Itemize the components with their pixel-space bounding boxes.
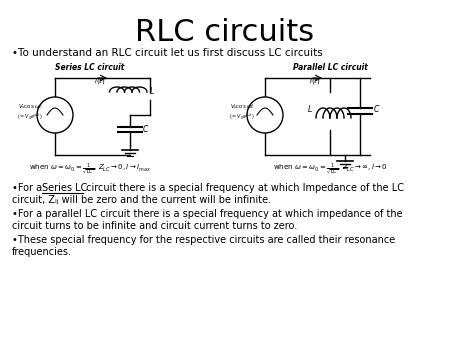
Text: $I(t)$: $I(t)$: [94, 74, 106, 86]
Text: Series LC: Series LC: [42, 183, 87, 193]
Text: circuit there is a special frequency at which Impedance of the LC: circuit there is a special frequency at …: [83, 183, 404, 193]
Text: C: C: [374, 105, 379, 115]
Text: when $\omega=\omega_0=\frac{1}{\sqrt{LC}}$, $Z_{LC}\rightarrow\infty, I\rightarr: when $\omega=\omega_0=\frac{1}{\sqrt{LC}…: [273, 162, 387, 177]
Text: $V_s\cos\omega t$: $V_s\cos\omega t$: [230, 102, 255, 112]
Text: Parallel LC circuit: Parallel LC circuit: [292, 63, 368, 72]
Text: $V_s\cos\omega t$: $V_s\cos\omega t$: [18, 102, 42, 112]
Circle shape: [37, 97, 73, 133]
Circle shape: [247, 97, 283, 133]
Text: RLC circuits: RLC circuits: [135, 18, 315, 47]
Text: when $\omega=\omega_0=\frac{1}{\sqrt{LC}}$, $Z_{LC}\rightarrow 0, I\rightarrow I: when $\omega=\omega_0=\frac{1}{\sqrt{LC}…: [29, 162, 151, 177]
Text: circuit, Zₗⱼ will be zero and the current will be infinite.: circuit, Zₗⱼ will be zero and the curren…: [12, 195, 271, 205]
Text: C: C: [143, 125, 148, 135]
Text: L: L: [150, 88, 154, 97]
Text: circuit turns to be infinite and circuit current turns to zero.: circuit turns to be infinite and circuit…: [12, 221, 297, 231]
Text: •For a parallel LC circuit there is a special frequency at which impedance of th: •For a parallel LC circuit there is a sp…: [12, 209, 403, 219]
Text: $I(t)$: $I(t)$: [309, 74, 321, 86]
Text: •For a: •For a: [12, 183, 45, 193]
Text: $(=V_0 e^{j\omega t})$: $(=V_0 e^{j\omega t})$: [229, 112, 255, 122]
Text: L: L: [308, 105, 312, 115]
Text: Series LC circuit: Series LC circuit: [55, 63, 125, 72]
Text: frequencies.: frequencies.: [12, 247, 72, 257]
Text: $(=V_0 e^{j\omega t})$: $(=V_0 e^{j\omega t})$: [17, 112, 43, 122]
Text: •These special frequency for the respective circuits are called their resonance: •These special frequency for the respect…: [12, 235, 395, 245]
Text: •To understand an RLC circuit let us first discuss LC circuits: •To understand an RLC circuit let us fir…: [12, 48, 323, 58]
